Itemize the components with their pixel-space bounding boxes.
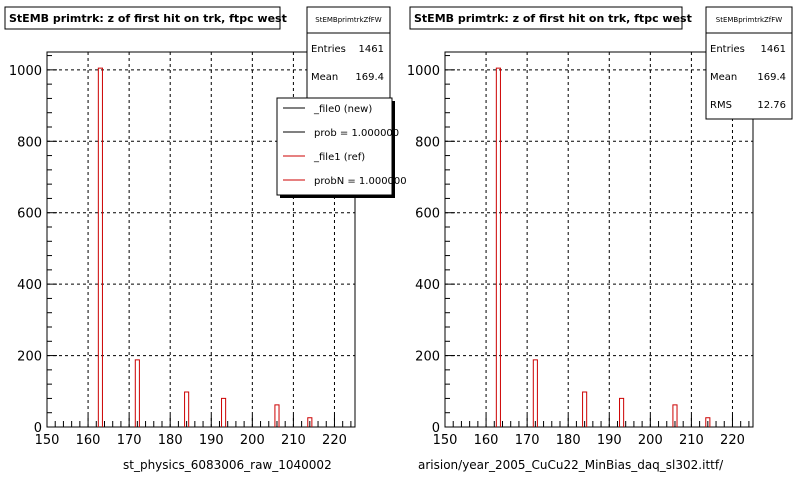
legend-entry: _file1 (ref) — [313, 152, 365, 163]
histogram-bar — [582, 391, 588, 427]
histogram-bar — [619, 397, 625, 427]
y-tick-label: 200 — [17, 350, 42, 365]
histogram-bar — [672, 404, 678, 427]
x-axis-label: arision/year_2005_CuCu22_MinBias_daq_sl3… — [418, 458, 724, 472]
x-tick-label: 150 — [35, 433, 60, 448]
y-tick-label: 400 — [17, 278, 42, 293]
x-tick-label: 170 — [515, 433, 540, 448]
x-tick-label: 220 — [322, 433, 347, 448]
histogram-panel-2: 150 160 170 180 190 200 210 220 0 200 400 600 800 100… — [407, 6, 793, 472]
y-tick-label: 800 — [415, 135, 440, 150]
x-tick-label: 220 — [720, 433, 745, 448]
legend-entry: prob = 1.000000 — [314, 128, 399, 139]
stats-label: Mean — [710, 72, 737, 83]
stats-name: StEMBprimtrkZfFW — [716, 16, 783, 24]
histogram-panel-1: 150 160 170 180 190 200 210 220 0 200 400 600 800 100… — [4, 6, 407, 472]
plot-frame — [46, 51, 356, 428]
x-tick-label: 190 — [199, 433, 224, 448]
stats-value: 1461 — [359, 44, 384, 55]
title-box — [409, 6, 683, 30]
stats-box — [705, 6, 793, 120]
y-tick-label: 200 — [415, 350, 440, 365]
stats-label: Entries — [311, 44, 346, 55]
histogram-bar — [134, 359, 140, 427]
stats-label: Mean — [311, 72, 338, 83]
x-tick-label: 200 — [638, 433, 663, 448]
stats-value: 1461 — [761, 44, 786, 55]
y-tick-label: 400 — [415, 278, 440, 293]
chart-title: StEMB primtrk: z of first hit on trk, ft… — [9, 12, 287, 25]
x-tick-label: 170 — [117, 433, 142, 448]
title-box — [4, 6, 281, 30]
x-tick-label: 210 — [281, 433, 306, 448]
histogram-bar — [97, 67, 103, 427]
legend-entry: _file0 (new) — [313, 104, 372, 115]
stats-value: 169.4 — [757, 72, 786, 83]
stats-name: StEMBprimtrkZfFW — [315, 16, 382, 24]
y-tick-label: 600 — [17, 207, 42, 222]
x-tick-label: 180 — [556, 433, 581, 448]
stats-label: RMS — [710, 100, 732, 111]
y-tick-label: 600 — [415, 207, 440, 222]
histogram-bar — [221, 397, 227, 427]
chart-title: StEMB primtrk: z of first hit on trk, ft… — [414, 12, 692, 25]
stats-value: 12.76 — [757, 100, 786, 111]
legend-entry: probN = 1.000000 — [314, 176, 407, 187]
x-axis-label: st_physics_6083006_raw_1040002 — [123, 458, 332, 472]
x-tick-label: 160 — [76, 433, 101, 448]
histogram-bar — [532, 359, 538, 427]
stats-value: 169.4 — [355, 72, 384, 83]
y-tick-label: 1000 — [9, 64, 42, 79]
x-tick-label: 200 — [240, 433, 265, 448]
y-tick-label: 800 — [17, 135, 42, 150]
plot-frame — [444, 51, 754, 428]
histogram-bar — [495, 67, 501, 427]
histogram-bar — [307, 417, 313, 427]
x-tick-label: 210 — [679, 433, 704, 448]
x-tick-label: 180 — [158, 433, 183, 448]
stats-label: Entries — [710, 44, 745, 55]
legend-box — [276, 97, 393, 196]
histogram-bar — [705, 417, 711, 427]
histogram-bar — [184, 391, 190, 427]
x-tick-label: 190 — [597, 433, 622, 448]
x-tick-label: 160 — [474, 433, 499, 448]
y-tick-label: 1000 — [407, 64, 440, 79]
y-tick-label: 0 — [34, 421, 42, 436]
histogram-bar — [274, 404, 280, 427]
x-tick-label: 150 — [433, 433, 458, 448]
y-tick-label: 0 — [432, 421, 440, 436]
